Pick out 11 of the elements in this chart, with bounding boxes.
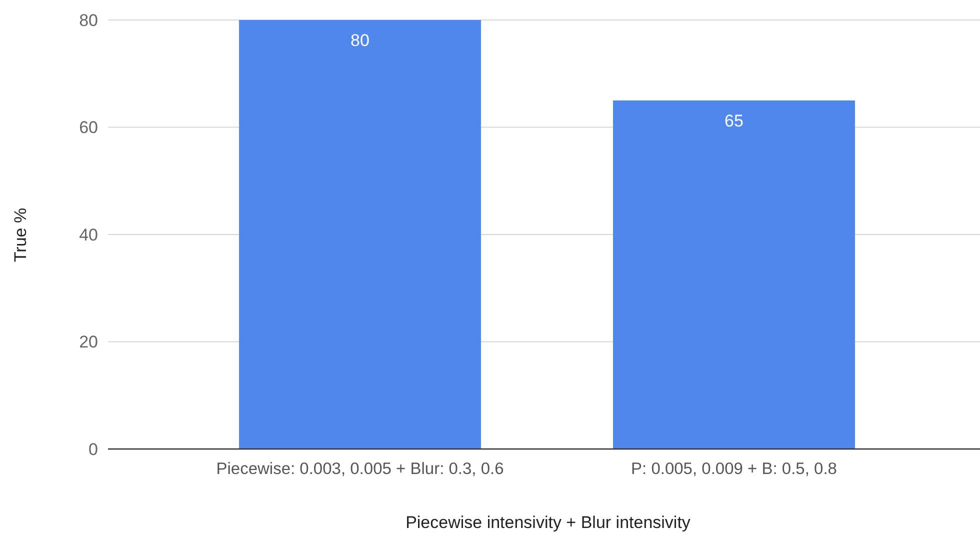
- y-tick-label: 0: [88, 440, 98, 459]
- data-label: 65: [724, 111, 744, 130]
- y-tick-label: 40: [79, 225, 98, 244]
- y-tick-label: 80: [79, 10, 98, 30]
- x-axis-title: Piecewise intensivity + Blur intensivity: [406, 513, 691, 532]
- y-tick-label: 60: [79, 118, 98, 138]
- x-tick-label: P: 0.005, 0.009 + B: 0.5, 0.8: [631, 460, 837, 478]
- x-tick-label: Piecewise: 0.003, 0.005 + Blur: 0.3, 0.6: [216, 460, 504, 478]
- y-tick-label: 20: [79, 332, 98, 352]
- data-label: 80: [350, 31, 370, 50]
- y-axis-title: True %: [11, 208, 30, 262]
